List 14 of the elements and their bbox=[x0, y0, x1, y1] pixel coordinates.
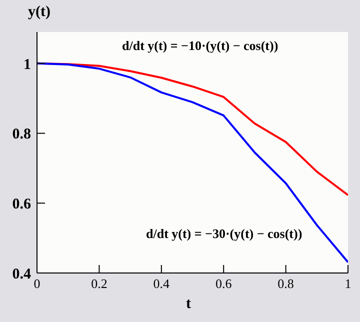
x-tick-label: 0.2 bbox=[91, 276, 108, 292]
series-label: d/dt y(t) = −30·(y(t) − cos(t)) bbox=[146, 226, 302, 242]
series-label: d/dt y(t) = −10·(y(t) − cos(t)) bbox=[122, 38, 278, 54]
x-tick-label: 0.6 bbox=[215, 276, 232, 292]
x-tick-label: 0 bbox=[34, 276, 40, 292]
y-tick-label: 0.6 bbox=[12, 196, 32, 212]
y-tick-label: 1 bbox=[24, 56, 31, 73]
x-tick-label: 0.8 bbox=[278, 276, 294, 292]
y-axis-title: y(t) bbox=[28, 4, 50, 21]
x-tick-label: 0.4 bbox=[153, 276, 170, 292]
y-tick-label: 0.8 bbox=[12, 126, 31, 143]
x-tick-label: 1 bbox=[344, 276, 352, 292]
line-series bbox=[37, 62, 348, 264]
x-axis-title: t bbox=[186, 296, 191, 313]
